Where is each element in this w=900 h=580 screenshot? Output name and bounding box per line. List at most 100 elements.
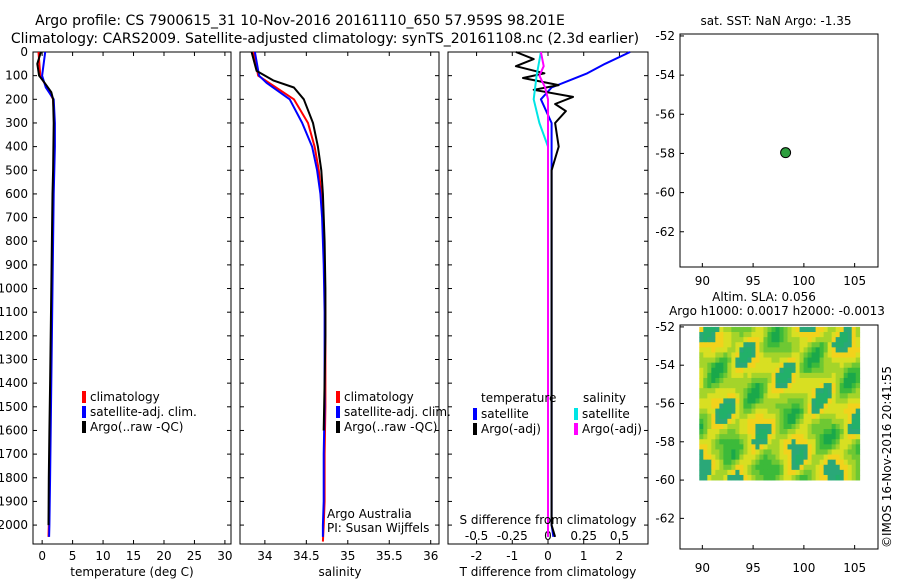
sla-cell (851, 377, 857, 384)
sla-cell (843, 347, 849, 353)
sla-cell (699, 429, 704, 435)
sla-cell (835, 423, 841, 430)
sla-cell (763, 403, 768, 410)
sla-cell (831, 393, 837, 399)
sla-cell (763, 357, 768, 364)
sla-cell (791, 459, 796, 466)
sla-cell (815, 398, 821, 404)
sla-cell (779, 403, 784, 410)
sla-cell (775, 372, 780, 379)
sla-cell (835, 342, 841, 348)
difference-series (514, 51, 631, 538)
sla-cell (839, 342, 845, 348)
sla-cell (819, 464, 825, 471)
sla-cell (807, 367, 812, 374)
sla-cell (747, 403, 752, 410)
sla-cell (851, 342, 857, 348)
sla-cell (851, 352, 857, 358)
sla-cell (819, 357, 825, 364)
sla-cell (795, 352, 800, 358)
sla-cell (763, 408, 768, 415)
sla-cell (711, 454, 716, 461)
sla-cell (791, 352, 796, 358)
x-tick-label: 34 (257, 549, 272, 563)
sla-cell (795, 423, 800, 430)
sla-cell (847, 464, 853, 471)
sla-cell (775, 398, 780, 404)
sla-cell (779, 423, 784, 430)
sla-cell (759, 464, 764, 471)
sla-cell (835, 449, 841, 455)
sla-cell (731, 362, 736, 369)
sla-cell (831, 367, 837, 374)
sla-cell (731, 444, 736, 450)
sla-cell (787, 326, 792, 333)
sla-cell (731, 434, 736, 440)
sla-cell (723, 434, 728, 440)
sla-cell (795, 469, 800, 476)
sla-cell (763, 372, 768, 379)
sla-cell (735, 454, 740, 461)
sla-cell (775, 439, 780, 445)
sla-cell (823, 474, 829, 481)
depth-axis: 0 100 200 300 400 500 600 700 800 900 1000 1100 1200… (0, 45, 648, 532)
sla-cell (743, 454, 748, 461)
sla-cell (815, 444, 821, 450)
sla-cell (775, 418, 780, 425)
sla-cell (803, 383, 808, 389)
sla-cell (823, 444, 829, 450)
sla-cell (703, 444, 708, 450)
sla-cell (803, 357, 808, 364)
sla-cell (715, 377, 720, 384)
sla-cell (707, 326, 712, 333)
sla-cell (775, 429, 780, 435)
sla-cell (803, 367, 808, 374)
sla-cell (787, 454, 792, 461)
sla-cell (811, 342, 816, 348)
sla-cell (847, 383, 853, 389)
sla-cell (811, 337, 816, 343)
sla-cell (731, 469, 736, 476)
sla-cell (763, 454, 768, 461)
sla-cell (791, 342, 796, 348)
sla-cell (795, 342, 800, 348)
sla-map-subtitle: Argo h1000: 0.0017 h2000: -0.0013 (669, 304, 885, 318)
sla-cell (787, 449, 792, 455)
sla-cell (715, 326, 720, 333)
sla-cell (811, 434, 816, 440)
sla-cell (823, 362, 829, 369)
sla-cell (763, 352, 768, 358)
sla-cell (727, 449, 732, 455)
sla-cell (759, 383, 764, 389)
salinity-x-axis: 34 34.5 35 35.5 36 (257, 52, 438, 563)
lon-tick-label: 95 (745, 561, 760, 575)
sla-cell (827, 474, 833, 481)
institution-annotation: Argo Australia (327, 507, 412, 521)
sla-cell (703, 423, 708, 430)
sla-cell (843, 429, 849, 435)
legend-label: Argo(-adj) (582, 422, 642, 436)
sla-cell (827, 372, 833, 379)
sla-cell (811, 383, 816, 389)
sla-cell (787, 362, 792, 369)
sla-cell (735, 403, 740, 410)
sla-cell (703, 342, 708, 348)
sla-cell (843, 332, 849, 338)
sla-cell (799, 444, 804, 450)
sla-cell (799, 372, 804, 379)
legend-swatch (82, 421, 86, 433)
sla-cell (719, 439, 724, 445)
sla-cell (819, 393, 825, 399)
sla-cell (747, 398, 752, 404)
sla-cell (739, 347, 744, 353)
sla-cell (767, 439, 772, 445)
sla-cell (819, 388, 825, 394)
sla-cell (731, 418, 736, 425)
sla-cell (771, 413, 776, 420)
sla-cell (775, 449, 780, 455)
sla-cell (719, 326, 724, 333)
sla-cell (799, 469, 804, 476)
sla-cell (759, 342, 764, 348)
sla-cell (843, 459, 849, 466)
sla-cell (727, 326, 732, 333)
